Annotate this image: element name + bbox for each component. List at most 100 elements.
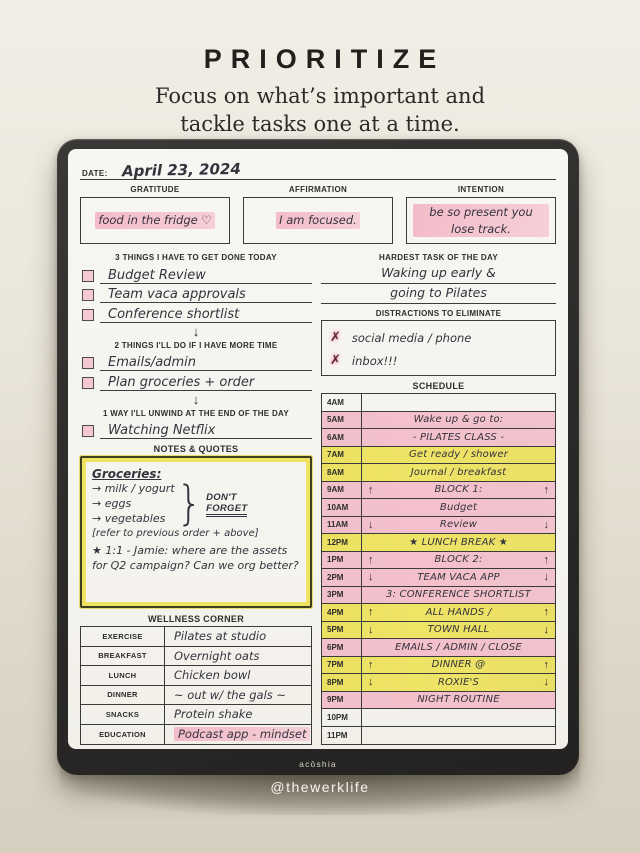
grocery-item: → vegetables [92,511,166,525]
schedule-entry[interactable]: ★ LUNCH BREAK ★ [362,534,555,551]
schedule-entry[interactable] [362,727,555,745]
distraction-text: social media / phone [351,330,472,345]
date-row[interactable]: DATE: April 23, 2024 [80,156,556,180]
wellness-row-label: BREAKFAST [81,646,165,665]
schedule-entry-text: Journal / breakfast [410,466,507,478]
schedule-entry[interactable]: ↓ Review ↓ [362,517,555,534]
schedule-entry[interactable]: Wake up & go to: [362,412,555,429]
watermark-handle: @thewerklife [270,779,370,795]
todo-item[interactable]: Team vaca approvals [80,284,312,303]
schedule-entry-text: BLOCK 2: [434,554,483,566]
schedule-time: 12PM [322,534,362,551]
arrow-icon: ↑ [543,483,550,496]
schedule-time: 7AM [322,446,362,463]
checkbox[interactable] [82,289,94,301]
header-text: DISTRACTIONS [375,309,442,318]
wellness-row-value[interactable]: Overnight oats [165,649,311,663]
distraction-text: inbox!!! [351,353,398,368]
schedule-entry[interactable]: NIGHT ROUTINE [362,692,555,709]
schedule-entry[interactable]: ↓ TOWN HALL ↓ [362,622,555,639]
schedule-entry[interactable]: ↓ ROXIE'S ↓ [362,674,555,691]
grocery-item: → milk / yogurt [92,482,175,496]
schedule-row: 7AM Get ready / shower [322,446,555,464]
arrow-icon: ↓ [368,623,374,636]
more-time-item[interactable]: Emails/admin [80,352,312,371]
schedule-entry-text: Wake up & go to: [413,414,504,426]
wellness-row-value[interactable]: Podcast app - mindset [165,727,311,742]
schedule-time: 6AM [322,429,362,446]
distraction-item: ✗ inbox!!! [330,349,547,372]
schedule-time: 4PM [322,604,362,621]
schedule-time: 7PM [322,656,362,673]
schedule-entry[interactable]: - PILATES CLASS - [362,429,555,446]
wellness-row-label: LUNCH [81,666,165,685]
schedule-row: 6AM - PILATES CLASS - [322,429,555,447]
schedule-entry[interactable]: ↑ DINNER @ ↑ [362,657,555,674]
schedule-entry[interactable]: ↑ BLOCK 1: ↑ [362,482,555,499]
wellness-row-value[interactable]: Pilates at studio [165,629,311,643]
wellness-row-value[interactable]: ~ out w/ the gals ~ [165,688,311,702]
right-column: HARDEST TASK OF THE DAY Waking up early … [321,250,556,745]
todo-item-text: Conference shortlist [100,308,312,323]
schedule-row: 5PM ↓ TOWN HALL ↓ [322,621,555,639]
schedule-entry[interactable] [362,709,555,726]
schedule-row: 3PM 3: CONFERENCE SHORTLIST [322,586,555,604]
planner-page: DATE: April 23, 2024 GRATITUDE food in t… [68,149,568,749]
intention-field[interactable]: be so present you lose track. [406,197,556,244]
more-time-item-text: Plan groceries + order [100,376,312,391]
note-line: FORGET [206,503,248,517]
schedule-entry[interactable]: ↑ ALL HANDS / ↑ [362,604,555,621]
schedule-entry[interactable]: Get ready / shower [362,447,555,464]
header-text-bold: UNWIND [148,408,184,418]
checkbox[interactable] [82,269,94,282]
schedule-entry[interactable]: EMAILS / ADMIN / CLOSE [362,639,555,656]
header-text-bold: MORE TIME [229,340,278,350]
intention-label: INTENTION [457,185,505,194]
wellness-value-text: Protein shake [174,707,253,722]
gratitude-value: food in the fridge ♡ [95,212,215,229]
schedule-row: 4AM [322,394,555,412]
todo-item[interactable]: Conference shortlist [80,303,312,323]
unwind-item-text: Watching Netflix [100,424,312,439]
checkbox[interactable] [82,357,94,369]
todo-item[interactable]: Budget Review [80,264,312,284]
arrow-icon: ↓ [543,571,550,584]
schedule-row: 6PM EMAILS / ADMIN / CLOSE [322,639,555,657]
checkbox[interactable] [82,425,94,437]
header-text: 1 WAY I'LL [102,408,149,418]
header: PRIORITIZE Focus on what’s important and… [0,44,640,138]
wellness-row-value[interactable]: Chicken bowl [165,668,311,682]
schedule-row: 1PM ↑ BLOCK 2: ↑ [322,551,555,569]
schedule-entry[interactable]: 3: CONFERENCE SHORTLIST [362,587,555,604]
notes-box[interactable]: Groceries: → milk / yogurt → eggs → vege… [80,456,312,608]
affirmation-field[interactable]: I am focused. [243,197,393,244]
schedule-entry[interactable]: ↓ TEAM VACA APP ↓ [362,569,555,586]
date-label: DATE: [82,169,108,178]
header-text: TO GET DONE TODAY [184,253,277,262]
grocery-item: → eggs [92,497,132,511]
more-time-item[interactable]: Plan groceries + order [80,371,312,391]
distractions-box[interactable]: ✗ social media / phone ✗ inbox!!! [321,320,556,376]
checkbox[interactable] [82,308,94,321]
schedule-entry[interactable]: Budget [362,499,555,516]
unwind-item[interactable]: Watching Netflix [80,420,312,439]
notes-title: Groceries: [92,467,162,481]
gratitude-field[interactable]: food in the fridge ♡ [80,197,230,244]
todo-header: 3 THINGS I HAVE TO GET DONE TODAY [80,253,312,262]
schedule-entry-text: TEAM VACA APP [417,571,500,583]
schedule-entry[interactable] [362,394,555,411]
wellness-row-label: SNACKS [81,705,165,724]
schedule-entry[interactable]: ↑ BLOCK 2: ↑ [362,552,555,569]
arrow-icon: ↑ [543,658,550,671]
schedule-row: 2PM ↓ TEAM VACA APP ↓ [322,569,555,587]
schedule-entry-text: ALL HANDS / [425,606,492,618]
schedule-time: 10PM [322,709,362,726]
schedule-entry[interactable]: Journal / breakfast [362,464,555,481]
x-mark-icon: ✗ [330,353,341,368]
checkbox[interactable] [82,376,94,389]
hardest-task-line[interactable]: going to Pilates [321,284,556,304]
hardest-task-line[interactable]: Waking up early & [321,264,556,284]
wellness-value-text: Overnight oats [174,648,260,663]
wellness-row-value[interactable]: Protein shake [165,707,311,721]
notes-header: NOTES & QUOTES [153,444,239,454]
